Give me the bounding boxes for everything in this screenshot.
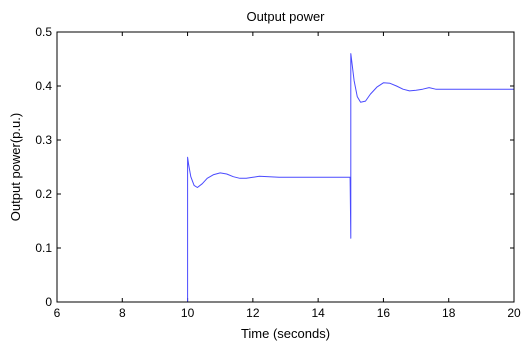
x-tick-label: 16 [377, 306, 391, 320]
x-tick-label: 10 [181, 306, 195, 320]
y-tick-label: 0.5 [35, 25, 52, 39]
plot-frame [56, 31, 515, 303]
x-tick-label: 8 [119, 306, 126, 320]
y-tick-label: 0.3 [35, 133, 52, 147]
x-tick-label: 20 [507, 306, 521, 320]
series-line [57, 53, 514, 303]
x-tick-label: 18 [442, 306, 456, 320]
x-tick-label: 6 [54, 306, 61, 320]
x-tick-label: 12 [246, 306, 260, 320]
plot-area-background [57, 32, 514, 302]
y-tick-label: 0.2 [35, 187, 52, 201]
y-tick-label: 0.1 [35, 241, 52, 255]
y-tick-label: 0 [45, 295, 52, 309]
x-axis-label: Time (seconds) [241, 326, 330, 341]
chart-title: Output power [246, 9, 325, 24]
x-tick-label: 14 [311, 306, 325, 320]
y-tick-label: 0.4 [35, 79, 52, 93]
ticks-layer: 6 8 10 12 14 16 18 20 0 0.1 0.2 0.3 0.4 0.5 [35, 25, 521, 320]
y-axis-label: Output power(p.u.) [8, 113, 23, 221]
